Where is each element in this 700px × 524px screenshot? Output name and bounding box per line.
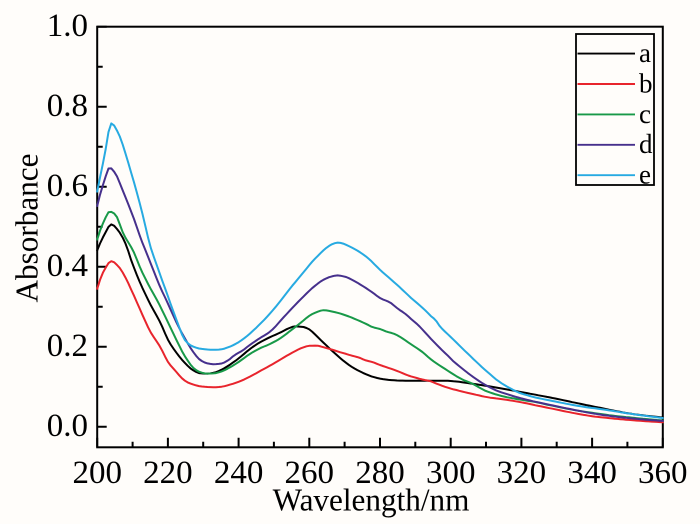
svg-text:340: 340 xyxy=(567,455,617,491)
svg-text:300: 300 xyxy=(426,455,476,491)
svg-text:0.8: 0.8 xyxy=(47,88,88,124)
svg-text:1.0: 1.0 xyxy=(47,8,88,44)
svg-text:e: e xyxy=(639,160,651,190)
svg-text:0.0: 0.0 xyxy=(47,408,88,444)
svg-text:0.2: 0.2 xyxy=(47,328,88,364)
svg-text:b: b xyxy=(639,68,653,98)
svg-text:d: d xyxy=(639,129,653,159)
svg-text:220: 220 xyxy=(143,455,193,491)
svg-text:0.6: 0.6 xyxy=(47,168,88,204)
svg-text:280: 280 xyxy=(355,455,405,491)
svg-text:360: 360 xyxy=(638,455,688,491)
svg-text:Absorbance: Absorbance xyxy=(10,154,45,303)
svg-text:240: 240 xyxy=(214,455,264,491)
svg-text:c: c xyxy=(639,99,651,129)
svg-text:0.4: 0.4 xyxy=(47,248,88,284)
svg-text:320: 320 xyxy=(497,455,547,491)
svg-text:a: a xyxy=(639,38,651,68)
svg-text:260: 260 xyxy=(285,455,335,491)
svg-text:Wavelength/nm: Wavelength/nm xyxy=(273,483,470,518)
svg-text:200: 200 xyxy=(72,455,122,491)
